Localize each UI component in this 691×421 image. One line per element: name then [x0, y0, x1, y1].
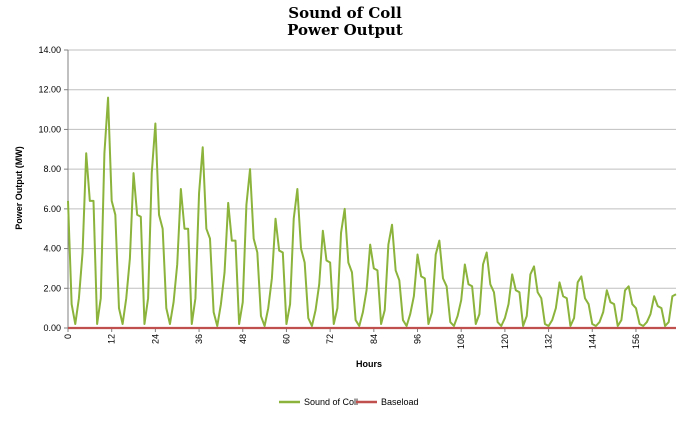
legend-label: Sound of Coll: [304, 397, 358, 407]
y-tick-labels: 0.00 2.00 4.00 6.00 8.00 10.00 12.00 14.00: [38, 45, 61, 333]
x-tick-label: 0: [63, 334, 73, 339]
x-tick-label: 84: [369, 334, 379, 344]
x-tick-label: 120: [500, 334, 510, 349]
y-tick-label: 8.00: [43, 164, 61, 174]
y-axis-title: Power Output (MW): [14, 146, 24, 229]
chart-subtitle: Power Output: [287, 21, 403, 39]
y-tick-label: 6.00: [43, 204, 61, 214]
x-tick-label: 60: [281, 334, 291, 344]
y-tick-label: 14.00: [38, 45, 61, 55]
series-lines: [67, 96, 677, 330]
gridlines: [68, 49, 676, 289]
sound-of-coll-line: [67, 96, 677, 328]
y-tick-label: 0.00: [43, 323, 61, 333]
y-tick-label: 10.00: [38, 124, 61, 134]
x-tick-label: 72: [325, 334, 335, 344]
legend-label: Baseload: [381, 397, 419, 407]
x-tick-label: 144: [587, 334, 597, 349]
x-tick-label: 96: [413, 334, 423, 344]
x-tick-label: 12: [107, 334, 117, 344]
x-tick-labels: 0 12 24 36 48 60 72 84 96 108 120 132 144 156: [63, 334, 641, 349]
x-tick-label: 24: [150, 334, 160, 344]
x-tick-label: 108: [456, 334, 466, 349]
x-tick-label: 156: [631, 334, 641, 349]
x-tick-label: 36: [194, 334, 204, 344]
x-axis-title: Hours: [356, 359, 382, 369]
x-tick-label: 132: [544, 334, 554, 349]
y-tick-label: 2.00: [43, 283, 61, 293]
legend: Sound of Coll Baseload: [279, 397, 419, 407]
chart-title: Sound of Coll: [288, 4, 402, 22]
y-tick-label: 12.00: [38, 85, 61, 95]
y-tick-label: 4.00: [43, 244, 61, 254]
x-tick-label: 48: [238, 334, 248, 344]
